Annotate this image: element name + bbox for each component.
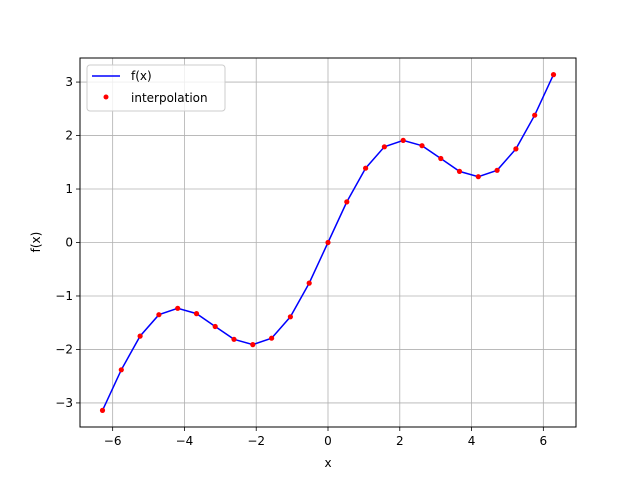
interpolation-point — [532, 112, 538, 118]
interpolation-point — [475, 174, 481, 180]
legend: f(x) interpolation — [86, 64, 226, 112]
axis-ticks: −6 −4 −2 0 2 4 6 −3 −2 −1 0 1 2 3 — [55, 75, 547, 448]
interpolation-point — [231, 336, 237, 342]
interpolation-point — [287, 314, 293, 320]
plot-area-data — [99, 72, 557, 413]
legend-box — [86, 64, 226, 112]
interpolation-point — [363, 165, 369, 171]
x-tick-label: 2 — [396, 434, 404, 448]
interpolation-point — [193, 311, 200, 317]
interpolation-point — [250, 342, 256, 348]
x-tick-label: −2 — [247, 434, 265, 448]
legend-dot-swatch — [103, 94, 109, 100]
y-tick-label: −1 — [55, 289, 73, 303]
interpolation-point — [212, 323, 218, 330]
y-tick-label: 2 — [65, 129, 73, 143]
x-tick-label: −6 — [104, 434, 122, 448]
y-tick-label: 0 — [65, 236, 73, 250]
y-axis-label: f(x) — [29, 232, 43, 253]
interpolation-point — [325, 239, 331, 246]
y-tick-label: −3 — [55, 396, 73, 410]
y-tick-label: 3 — [65, 75, 73, 89]
y-tick-label: 1 — [65, 182, 73, 196]
x-tick-label: 0 — [324, 434, 332, 448]
interpolation-point — [438, 155, 444, 162]
interpolation-point — [306, 280, 312, 286]
x-tick-label: 6 — [540, 434, 548, 448]
interpolation-point — [381, 144, 387, 150]
interpolation-point — [456, 168, 463, 174]
legend-label-fx: f(x) — [131, 69, 152, 83]
interpolation-point — [137, 333, 143, 339]
interpolation-point — [494, 167, 500, 173]
interpolation-point — [118, 367, 124, 373]
x-tick-label: 4 — [468, 434, 476, 448]
interpolation-point — [99, 407, 106, 413]
interpolation-point — [513, 146, 519, 152]
interpolation-point — [269, 335, 275, 341]
interpolation-point — [550, 72, 557, 78]
interpolation-point — [419, 143, 425, 149]
legend-label-interpolation: interpolation — [131, 91, 208, 105]
interpolation-point — [344, 199, 350, 205]
interpolation-point — [156, 312, 162, 318]
interpolation-point — [400, 137, 406, 143]
x-tick-label: −4 — [176, 434, 194, 448]
interpolation-point — [175, 305, 181, 311]
y-tick-label: −2 — [55, 342, 73, 356]
x-axis-label: x — [324, 456, 331, 470]
